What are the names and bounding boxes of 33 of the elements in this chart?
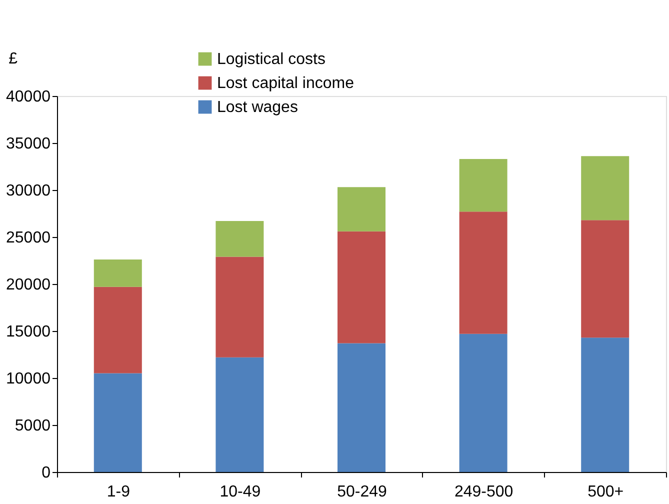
bar — [338, 231, 386, 344]
legend-label: Logistical costs — [217, 51, 326, 68]
x-tick-label: 10-49 — [220, 484, 261, 500]
bar — [338, 343, 386, 472]
y-tick-label: 5000 — [14, 418, 51, 434]
bar — [94, 260, 142, 287]
legend-label: Lost wages — [217, 99, 298, 116]
bar — [216, 256, 264, 358]
bar — [94, 373, 142, 472]
bar — [459, 334, 508, 472]
y-tick-label: 10000 — [6, 370, 51, 388]
x-tick-label: 500+ — [588, 484, 624, 500]
bar — [216, 221, 264, 257]
x-tick-label: 249-500 — [454, 484, 514, 500]
bar — [581, 220, 630, 338]
y-tick-label: 35000 — [6, 136, 51, 152]
bar — [459, 158, 508, 212]
y-tick-label: 30000 — [6, 182, 51, 200]
bar — [216, 357, 264, 472]
x-tick-label: 1-9 — [106, 484, 130, 500]
y-tick-label: 25000 — [6, 230, 51, 246]
legend-label: Lost capital income — [217, 75, 354, 92]
y-tick-label: 40000 — [6, 88, 51, 106]
bar — [459, 212, 508, 334]
y-tick-label: 15000 — [6, 324, 51, 340]
bar — [581, 156, 630, 220]
bar — [581, 338, 630, 472]
y-axis-title: £ — [8, 50, 18, 68]
bar — [94, 286, 142, 374]
bar — [338, 187, 386, 232]
x-tick-label: 50-249 — [337, 484, 388, 500]
y-tick-label: 0 — [42, 464, 51, 482]
y-tick-label: 20000 — [6, 276, 51, 294]
